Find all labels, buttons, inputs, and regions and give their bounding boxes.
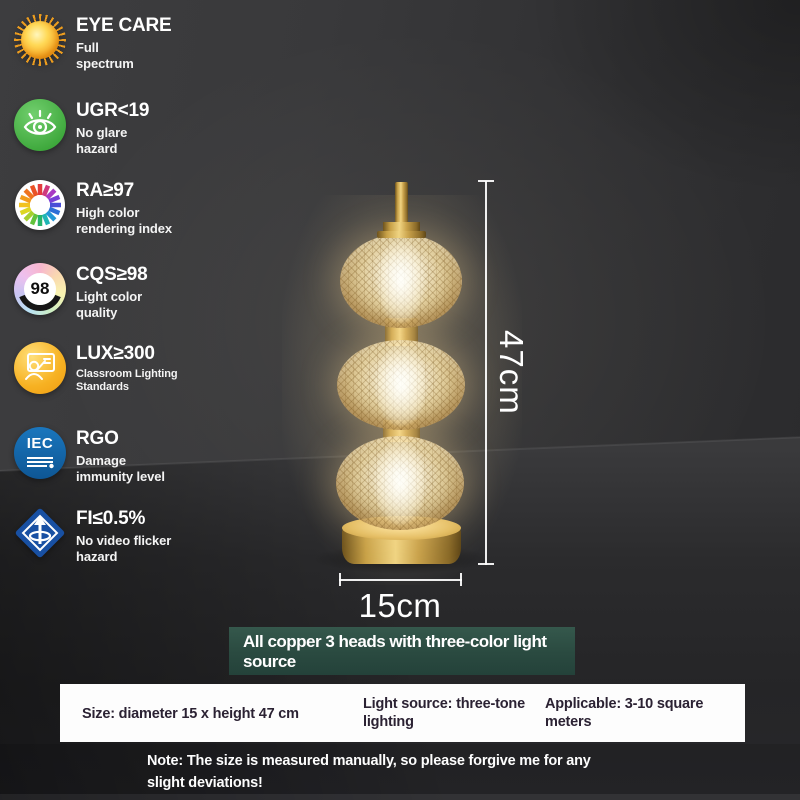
lamp-rod [395, 182, 408, 230]
badge-cqs: 98 CQS≥98 Light color quality [14, 263, 164, 320]
width-dimension-tick-left [339, 573, 341, 586]
badge-subtitle: High color rendering index [76, 204, 173, 236]
badge-title: CQS≥98 [76, 264, 148, 285]
lamp-collar [383, 222, 420, 233]
badge-title: RA≥97 [76, 180, 135, 201]
cqs-number: 98 [24, 273, 56, 305]
width-dimension-tick-right [460, 573, 462, 586]
lamp-flange [377, 231, 426, 238]
color-wheel-icon [14, 179, 66, 231]
disclaimer-line-1: Note: The size is measured manually, so … [147, 753, 591, 769]
width-dimension-line [339, 579, 462, 581]
classroom-board-icon [14, 342, 66, 394]
lamp-sphere-bottom [336, 436, 464, 530]
badge-ra: RA≥97 High color rendering index [14, 179, 182, 236]
lamp-sphere-middle [337, 340, 465, 430]
badge-title: RGO [76, 428, 119, 449]
badge-eye-care: EYE CARE Full spectrum [14, 14, 172, 71]
eye-icon [14, 99, 66, 151]
spec-bar: Size: diameter 15 x height 47 cm Light s… [60, 684, 745, 742]
badge-subtitle: No glare hazard [76, 124, 128, 156]
height-dimension-cap-bottom [478, 563, 494, 565]
badge-subtitle: Damage immunity level [76, 452, 165, 484]
badge-subtitle: No video flicker hazard [76, 532, 172, 564]
flicker-free-arrow-icon [14, 507, 66, 559]
badge-iec: IEC RGO Damage immunity level [14, 427, 180, 484]
sun-icon [14, 14, 66, 66]
spec-light-source: Light source: three-tone lighting [363, 696, 525, 731]
height-dimension-cap-top [478, 180, 494, 182]
height-dimension-line [485, 181, 487, 565]
width-dimension-label: 15cm [358, 587, 442, 624]
iec-icon: IEC [14, 427, 66, 479]
cqs-wheel-icon: 98 [14, 263, 66, 315]
disclaimer-note: Note: The size is measured manually, so … [147, 751, 591, 795]
spec-applicable: Applicable: 3-10 square meters [545, 696, 704, 731]
badge-subtitle: Classroom Lighting Standards [76, 367, 178, 394]
badge-fi: FI≤0.5% No video flicker hazard [14, 507, 184, 564]
badge-title: EYE CARE [76, 15, 172, 36]
iec-label: IEC [26, 435, 54, 452]
badge-title: UGR<19 [76, 100, 150, 121]
badge-title: FI≤0.5% [76, 508, 146, 529]
badge-ugr: UGR<19 No glare hazard [14, 99, 160, 156]
spec-size: Size: diameter 15 x height 47 cm [82, 706, 299, 722]
lamp-sphere-top [340, 234, 462, 328]
disclaimer-line-2: slight deviations! [147, 774, 263, 791]
badge-subtitle: Light color quality [76, 288, 143, 320]
height-dimension-label: 47cm [493, 330, 530, 415]
note-band [0, 744, 800, 794]
badge-title: LUX≥300 [76, 343, 155, 364]
feature-banner: All copper 3 heads with three-color ligh… [229, 627, 575, 675]
bottom-strip [0, 794, 800, 800]
badge-subtitle: Full spectrum [76, 39, 134, 71]
badge-lux: LUX≥300 Classroom Lighting Standards [14, 342, 194, 394]
